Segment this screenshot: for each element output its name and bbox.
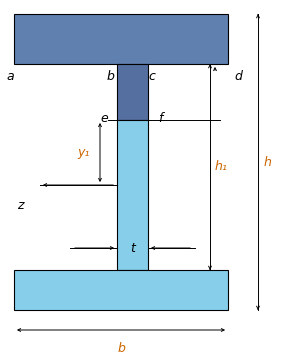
Text: h₁: h₁ <box>215 160 228 173</box>
Text: h: h <box>264 155 272 168</box>
Text: b: b <box>106 70 114 83</box>
Text: d: d <box>234 70 242 83</box>
Bar <box>14 14 228 64</box>
Text: c: c <box>149 70 155 83</box>
Text: e: e <box>100 112 108 125</box>
Bar <box>14 270 228 310</box>
Bar <box>117 64 148 120</box>
Text: t: t <box>130 242 135 255</box>
Text: b: b <box>117 342 125 355</box>
Text: f: f <box>158 112 162 125</box>
Text: a: a <box>6 70 14 83</box>
Text: y₁: y₁ <box>78 146 90 159</box>
Bar <box>117 120 148 270</box>
Text: z: z <box>17 199 23 212</box>
